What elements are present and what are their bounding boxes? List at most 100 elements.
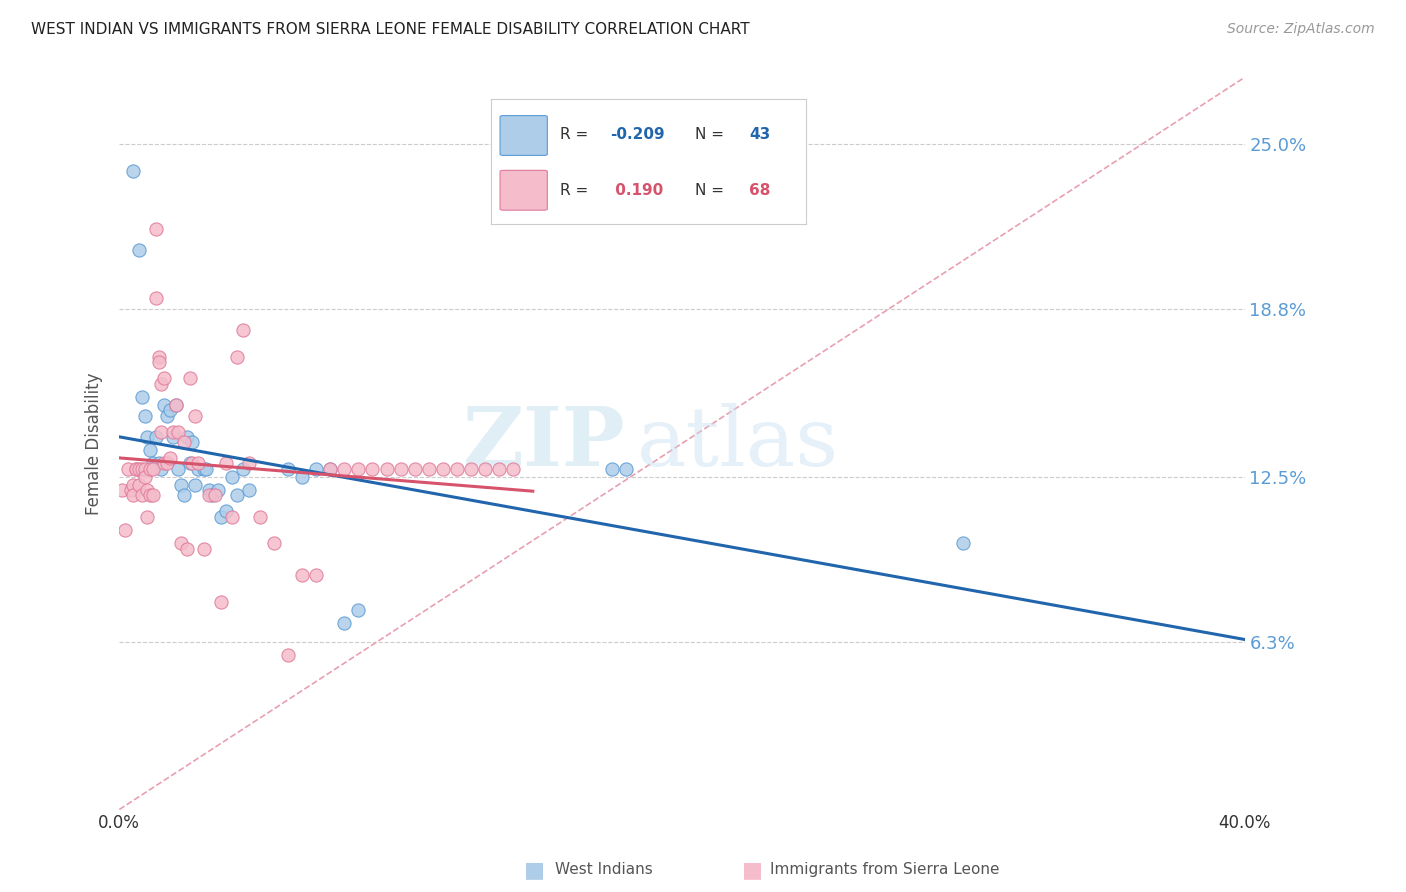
Point (128, 477, 150, 491)
Point (488, 462, 510, 476)
Point (181, 457, 204, 471)
Point (176, 430, 198, 444)
Point (139, 488, 162, 502)
Point (184, 477, 207, 491)
Text: ■: ■ (524, 860, 544, 880)
Point (153, 457, 176, 471)
Point (128, 462, 150, 476)
Point (148, 350, 170, 364)
Point (150, 376, 173, 391)
Point (120, 483, 142, 497)
Point (375, 462, 398, 476)
Point (148, 355, 170, 369)
Point (131, 488, 153, 502)
Point (404, 462, 426, 476)
Point (136, 509, 159, 524)
Point (128, 244, 150, 258)
Point (221, 469, 243, 483)
Point (238, 483, 260, 497)
Point (139, 462, 162, 476)
Point (159, 451, 181, 466)
Point (167, 425, 190, 439)
Point (263, 536, 285, 550)
Point (198, 488, 221, 502)
Point (502, 462, 524, 476)
Point (193, 462, 215, 476)
Text: WEST INDIAN VS IMMIGRANTS FROM SIERRA LEONE FEMALE DISABILITY CORRELATION CHART: WEST INDIAN VS IMMIGRANTS FROM SIERRA LE… (31, 22, 749, 37)
Point (173, 435, 195, 450)
Point (291, 469, 314, 483)
Text: Immigrants from Sierra Leone: Immigrants from Sierra Leone (770, 863, 1000, 877)
Point (156, 457, 179, 471)
Point (122, 163, 145, 178)
Point (148, 457, 170, 471)
Point (305, 462, 328, 476)
Point (122, 477, 145, 491)
Point (165, 398, 187, 412)
Text: ■: ■ (742, 860, 762, 880)
Point (418, 462, 440, 476)
Point (201, 488, 224, 502)
Point (176, 541, 198, 556)
Point (145, 292, 167, 306)
Point (179, 371, 201, 385)
Point (221, 509, 243, 524)
Point (204, 488, 226, 502)
Point (131, 462, 153, 476)
Point (600, 462, 623, 476)
Point (162, 430, 184, 444)
Point (142, 488, 165, 502)
Point (173, 488, 195, 502)
Point (142, 457, 165, 471)
Point (145, 430, 167, 444)
Point (156, 409, 179, 423)
Point (207, 483, 229, 497)
Point (215, 504, 238, 518)
Point (305, 568, 328, 582)
Point (122, 488, 145, 502)
Point (125, 462, 148, 476)
Point (215, 457, 238, 471)
Point (134, 409, 156, 423)
Point (432, 462, 454, 476)
Point (333, 616, 356, 631)
Point (389, 462, 412, 476)
Point (361, 462, 384, 476)
Point (125, 462, 148, 476)
Point (193, 541, 215, 556)
Point (134, 462, 156, 476)
Point (170, 477, 193, 491)
Point (319, 462, 342, 476)
Point (195, 462, 218, 476)
Point (198, 483, 221, 497)
Point (474, 462, 496, 476)
Point (226, 350, 249, 364)
Point (139, 443, 162, 458)
Point (209, 595, 232, 609)
Point (167, 462, 190, 476)
Point (145, 222, 167, 236)
Point (136, 430, 159, 444)
Point (170, 536, 193, 550)
Text: Source: ZipAtlas.com: Source: ZipAtlas.com (1227, 22, 1375, 37)
Point (114, 523, 136, 537)
Point (333, 462, 356, 476)
Point (153, 398, 176, 412)
Point (179, 457, 201, 471)
Point (142, 462, 165, 476)
Point (150, 462, 173, 476)
Point (232, 323, 254, 337)
Point (319, 462, 342, 476)
Text: ZIP: ZIP (463, 403, 626, 483)
Y-axis label: Female Disability: Female Disability (86, 372, 103, 515)
Point (153, 371, 176, 385)
Point (291, 568, 314, 582)
Point (184, 409, 207, 423)
Point (131, 390, 153, 404)
Point (347, 462, 370, 476)
Point (162, 425, 184, 439)
Point (226, 488, 249, 502)
Point (952, 536, 974, 550)
Point (277, 648, 299, 662)
Point (159, 403, 181, 417)
